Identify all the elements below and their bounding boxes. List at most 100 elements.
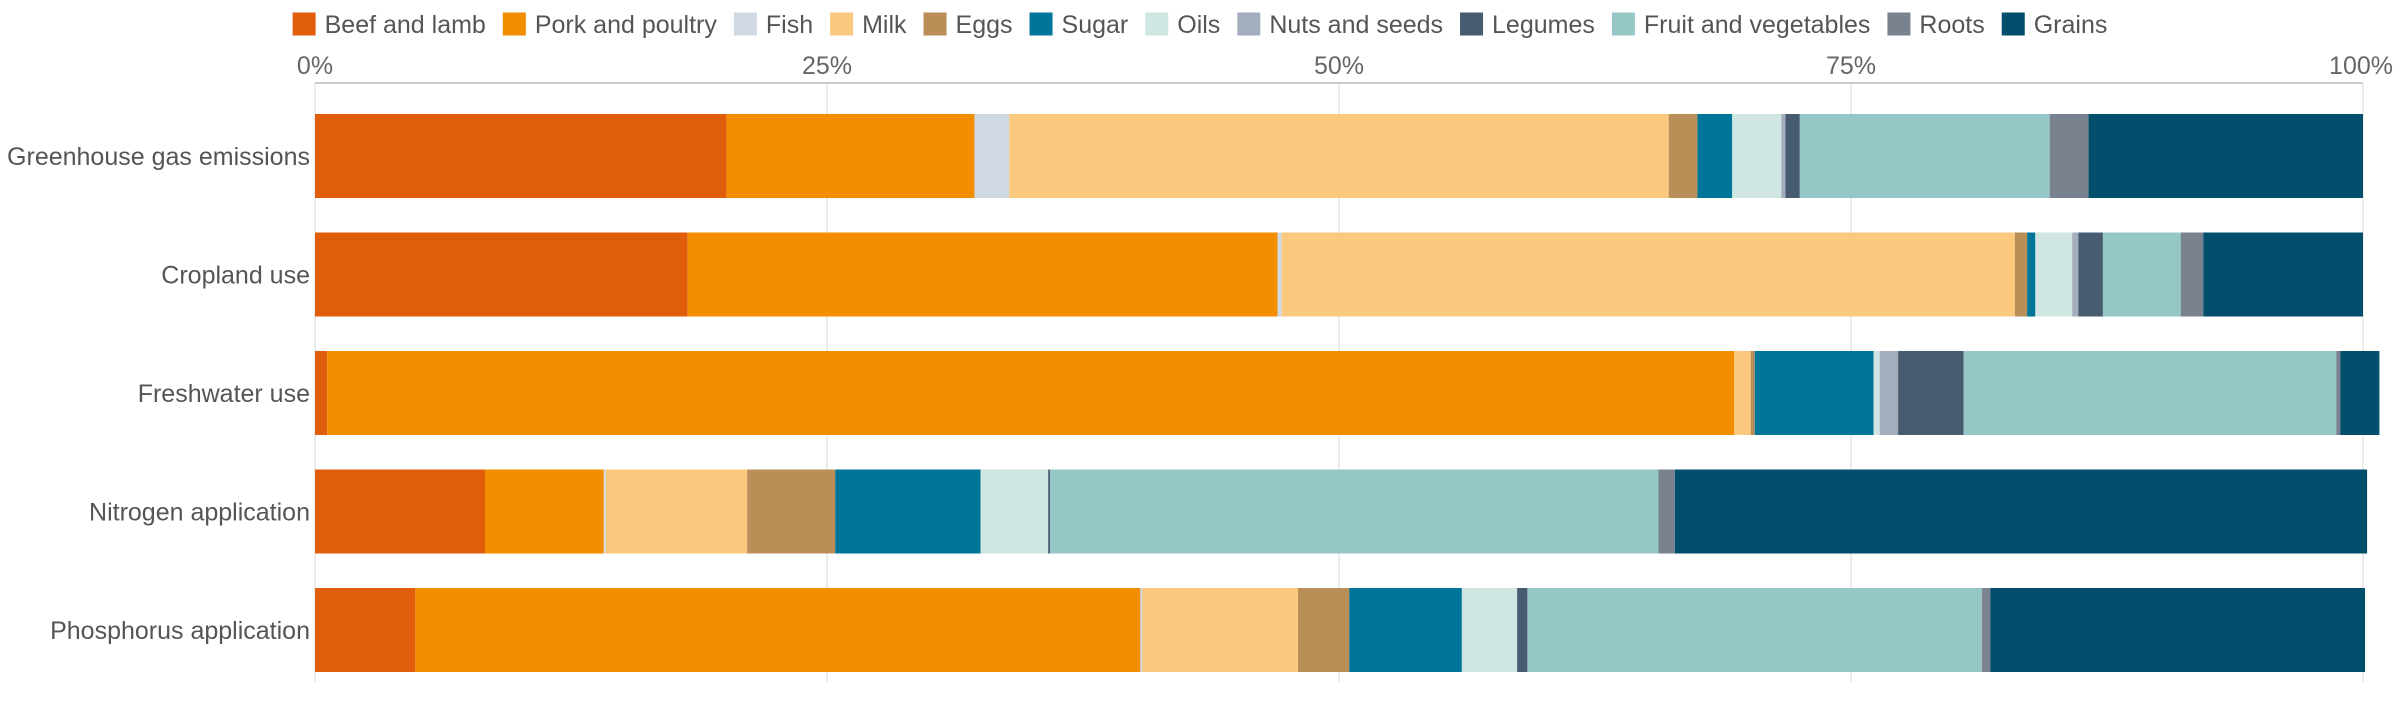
legend-item-fish: Fish	[733, 11, 813, 39]
bar-segment-sugar	[835, 469, 981, 554]
legend-item-fruit-and-vegetables: Fruit and vegetables	[1611, 11, 1871, 39]
bar-segment-nuts-and-seeds	[1781, 114, 1786, 198]
bar-segment-pork-and-poultry	[415, 588, 1141, 672]
bar-segment-beef-and-lamb	[315, 588, 416, 672]
legend-swatch	[1237, 12, 1261, 36]
y-tick-label: Phosphorus application	[50, 617, 310, 645]
bar-segment-fruit-and-vegetables	[1963, 351, 2337, 435]
bar-segment-eggs	[1668, 114, 1698, 198]
legend-label: Sugar	[1062, 11, 1129, 39]
bar-segment-grains	[2340, 351, 2380, 435]
x-tick-label: 0%	[297, 52, 333, 80]
bar-segment-oils	[980, 469, 1049, 554]
bar-segment-legumes	[1517, 588, 1528, 672]
y-tick-label: Greenhouse gas emissions	[7, 143, 310, 171]
bar-segment-fruit-and-vegetables	[1050, 469, 1659, 554]
bar-segment-eggs	[1750, 351, 1755, 435]
legend-label: Grains	[2034, 11, 2108, 39]
legend-item-pork-and-poultry: Pork and poultry	[502, 11, 718, 39]
x-tick-label: 50%	[1314, 52, 1364, 80]
bar-segment-roots	[1658, 469, 1675, 554]
bar-segment-fish	[603, 469, 606, 554]
bar-segment-roots	[2336, 351, 2341, 435]
legend-label: Fruit and vegetables	[1644, 11, 1871, 39]
bar-segment-fish	[974, 114, 1010, 198]
bar-segment-sugar	[2027, 232, 2036, 317]
legend-label: Eggs	[956, 11, 1013, 39]
bar-segment-oils	[1461, 588, 1518, 672]
bar-segment-roots	[2180, 232, 2204, 317]
bar-row-greenhouse-gas-emissions	[315, 114, 2363, 198]
legend-swatch	[292, 12, 316, 36]
legend-swatch	[923, 12, 947, 36]
legend-swatch	[2001, 12, 2025, 36]
legend-swatch	[733, 12, 757, 36]
legend-item-legumes: Legumes	[1460, 11, 1595, 39]
legend-item-grains: Grains	[2001, 11, 2108, 39]
legend-swatch	[1887, 12, 1911, 36]
bar-segment-fruit-and-vegetables	[2102, 232, 2181, 317]
bar-segment-milk	[605, 469, 748, 554]
bar-segment-fruit-and-vegetables	[1799, 114, 2050, 198]
bar-segment-beef-and-lamb	[315, 232, 688, 317]
bar-row-nitrogen-application	[315, 469, 2368, 554]
bar-segment-oils	[2035, 232, 2073, 317]
bar-segment-grains	[1990, 588, 2366, 672]
bar-segment-eggs	[2014, 232, 2028, 317]
bar-segment-legumes	[1898, 351, 1964, 435]
bar-row-cropland-use	[315, 232, 2363, 317]
legend-label: Fish	[766, 11, 813, 39]
y-tick-label: Freshwater use	[138, 380, 310, 408]
bar-segment-grains	[2088, 114, 2363, 198]
bar-segment-milk	[1142, 588, 1299, 672]
bar-segment-pork-and-poultry	[484, 469, 604, 554]
x-tick-label: 25%	[802, 52, 852, 80]
bar-segment-legumes	[1785, 114, 1800, 198]
bar-segment-sugar	[1697, 114, 1733, 198]
bar-row-phosphorus-application	[315, 588, 2366, 672]
bar-segment-grains	[2203, 232, 2363, 317]
legend-swatch	[830, 12, 854, 36]
bar-segment-legumes	[2078, 232, 2103, 317]
bar-segment-sugar	[1349, 588, 1462, 672]
bar-segment-pork-and-poultry	[327, 351, 1735, 435]
bar-segment-oils	[1873, 351, 1880, 435]
bar-segment-milk	[1734, 351, 1751, 435]
bar-segment-fruit-and-vegetables	[1527, 588, 1983, 672]
legend-label: Roots	[1919, 11, 1984, 39]
bar-segment-roots	[1982, 588, 1991, 672]
legend-label: Nuts and seeds	[1269, 11, 1443, 39]
y-tick-label: Cropland use	[161, 262, 310, 290]
legend-swatch	[1145, 12, 1169, 36]
bar-segment-eggs	[747, 469, 836, 554]
bar-segment-beef-and-lamb	[315, 469, 485, 554]
legend-item-oils: Oils	[1145, 11, 1220, 39]
legend-swatch	[1611, 12, 1635, 36]
legend-label: Pork and poultry	[535, 11, 718, 39]
legend: Beef and lamb Pork and poultry Fish Milk Egg…	[292, 11, 2108, 39]
legend-item-eggs: Eggs	[923, 11, 1013, 39]
legend-item-beef-and-lamb: Beef and lamb	[292, 11, 486, 39]
legend-item-roots: Roots	[1887, 11, 1985, 39]
legend-label: Beef and lamb	[325, 11, 486, 39]
bar-segment-pork-and-poultry	[726, 114, 975, 198]
legend-item-nuts-and-seeds: Nuts and seeds	[1237, 11, 1443, 39]
legend-swatch	[1460, 12, 1484, 36]
legend-swatch	[1029, 12, 1053, 36]
bar-row-freshwater-use	[315, 351, 2380, 435]
legend-swatch	[502, 12, 526, 36]
x-tick-label: 75%	[1826, 52, 1876, 80]
bar-segment-nuts-and-seeds	[2072, 232, 2079, 317]
bar-segment-fish	[1277, 232, 1282, 317]
bar-segment-oils	[1732, 114, 1782, 198]
legend-label: Milk	[862, 11, 907, 39]
bar-segment-roots	[2049, 114, 2089, 198]
bar-segment-milk	[1009, 114, 1669, 198]
bar-segment-sugar	[1754, 351, 1874, 435]
legend-label: Legumes	[1492, 11, 1595, 39]
legend-label: Oils	[1177, 11, 1220, 39]
bar-segment-nuts-and-seeds	[1879, 351, 1899, 435]
legend-item-sugar: Sugar	[1029, 11, 1129, 39]
